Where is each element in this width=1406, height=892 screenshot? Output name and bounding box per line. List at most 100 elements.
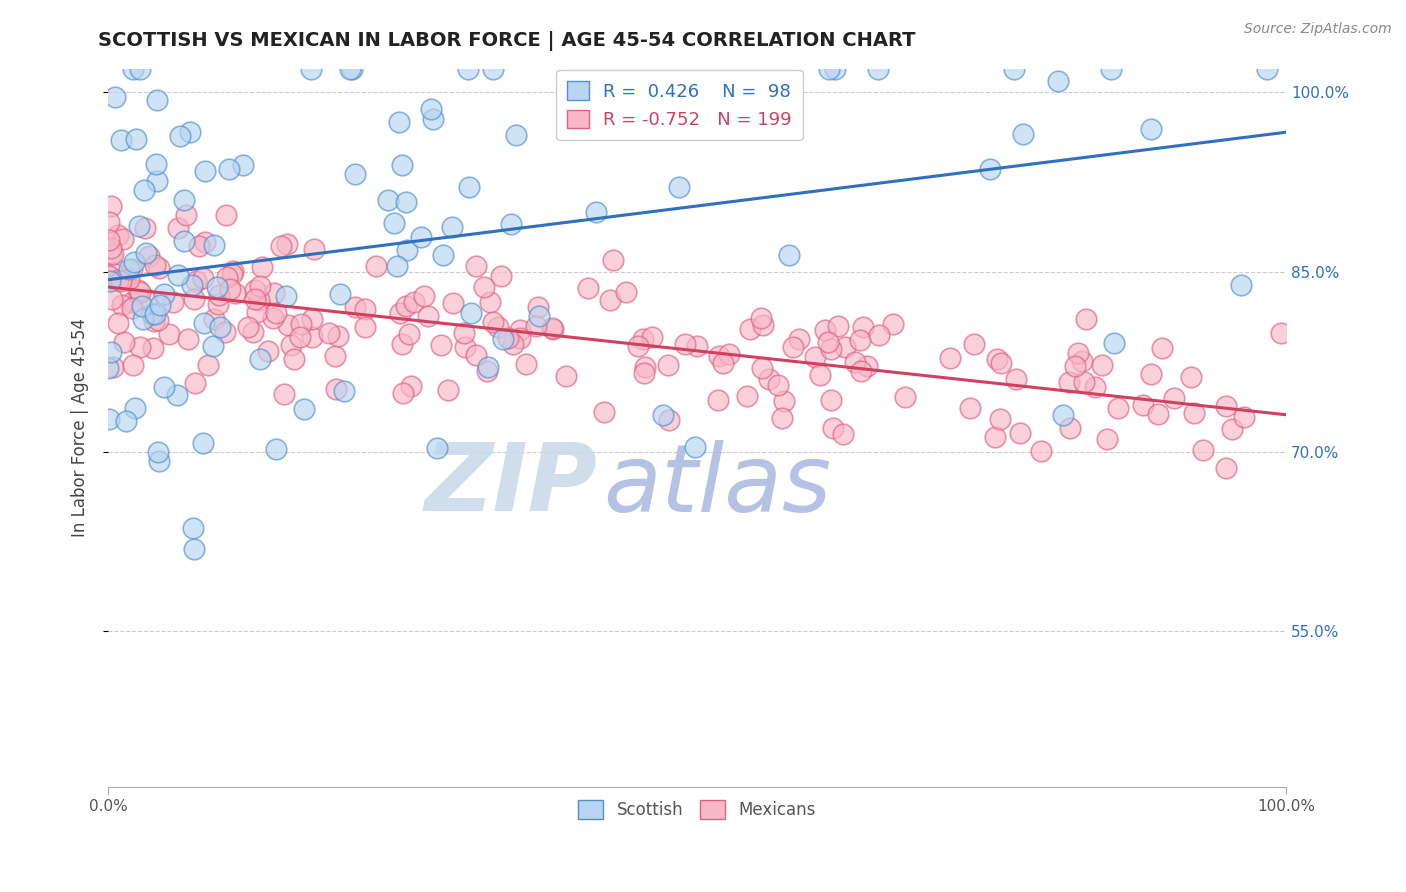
Point — [214, 208, 236, 222]
Point — [207, 297, 229, 311]
Point — [1146, 408, 1168, 422]
Point — [162, 295, 184, 310]
Point — [141, 307, 163, 321]
Point — [766, 377, 789, 392]
Point — [627, 339, 650, 353]
Point — [1256, 62, 1278, 76]
Point — [343, 300, 366, 314]
Point — [392, 386, 415, 401]
Point — [458, 180, 481, 194]
Point — [1215, 460, 1237, 475]
Point — [882, 318, 904, 332]
Point — [388, 306, 411, 320]
Point — [103, 90, 125, 104]
Point — [270, 239, 292, 253]
Point — [1005, 372, 1028, 386]
Point — [820, 392, 842, 407]
Point — [128, 62, 150, 76]
Point — [146, 444, 169, 458]
Point — [122, 359, 145, 373]
Point — [668, 179, 690, 194]
Point — [1074, 311, 1097, 326]
Point — [437, 384, 460, 398]
Point — [472, 280, 495, 294]
Point — [391, 337, 413, 351]
Point — [232, 158, 254, 172]
Point — [718, 347, 741, 361]
Point — [252, 260, 274, 274]
Point — [208, 320, 231, 334]
Point — [100, 345, 122, 359]
Point — [111, 298, 134, 312]
Point — [541, 320, 564, 334]
Point — [301, 330, 323, 344]
Point — [127, 283, 149, 297]
Point — [1215, 399, 1237, 413]
Point — [221, 268, 243, 282]
Point — [290, 317, 312, 331]
Point — [454, 340, 477, 354]
Point — [856, 359, 879, 374]
Point — [814, 323, 837, 337]
Point — [107, 316, 129, 330]
Point — [157, 327, 180, 342]
Point — [772, 394, 794, 409]
Point — [869, 328, 891, 343]
Point — [979, 161, 1001, 176]
Point — [333, 384, 356, 398]
Point — [148, 261, 170, 276]
Point — [193, 316, 215, 330]
Point — [177, 332, 200, 346]
Point — [868, 62, 890, 76]
Point — [263, 285, 285, 300]
Point — [166, 388, 188, 402]
Point — [264, 442, 287, 456]
Point — [193, 436, 215, 450]
Point — [97, 233, 120, 247]
Point — [959, 401, 981, 415]
Point — [143, 258, 166, 272]
Point — [288, 330, 311, 344]
Point — [148, 454, 170, 468]
Point — [1084, 380, 1107, 394]
Point — [821, 421, 844, 435]
Point — [201, 339, 224, 353]
Point — [118, 272, 141, 286]
Point — [633, 366, 655, 380]
Point — [404, 295, 426, 310]
Point — [817, 334, 839, 349]
Point — [124, 401, 146, 415]
Point — [401, 379, 423, 393]
Point — [529, 309, 551, 323]
Point — [464, 348, 486, 362]
Point — [482, 62, 505, 76]
Point — [1052, 408, 1074, 422]
Point — [107, 228, 129, 243]
Point — [820, 342, 842, 356]
Point — [179, 125, 201, 139]
Point — [132, 312, 155, 326]
Point — [481, 315, 503, 329]
Point — [184, 376, 207, 391]
Point — [395, 299, 418, 313]
Point — [412, 289, 434, 303]
Point — [1132, 398, 1154, 412]
Point — [1064, 359, 1087, 373]
Point — [132, 183, 155, 197]
Point — [599, 293, 621, 307]
Point — [343, 167, 366, 181]
Point — [460, 306, 482, 320]
Point — [218, 162, 240, 177]
Point — [832, 427, 855, 442]
Point — [1140, 367, 1163, 381]
Point — [214, 326, 236, 340]
Point — [354, 301, 377, 316]
Point — [101, 359, 124, 374]
Point — [496, 330, 519, 344]
Point — [1091, 358, 1114, 372]
Legend: Scottish, Mexicans: Scottish, Mexicans — [572, 793, 823, 826]
Point — [143, 307, 166, 321]
Point — [245, 283, 267, 297]
Point — [1150, 341, 1173, 355]
Point — [778, 248, 800, 262]
